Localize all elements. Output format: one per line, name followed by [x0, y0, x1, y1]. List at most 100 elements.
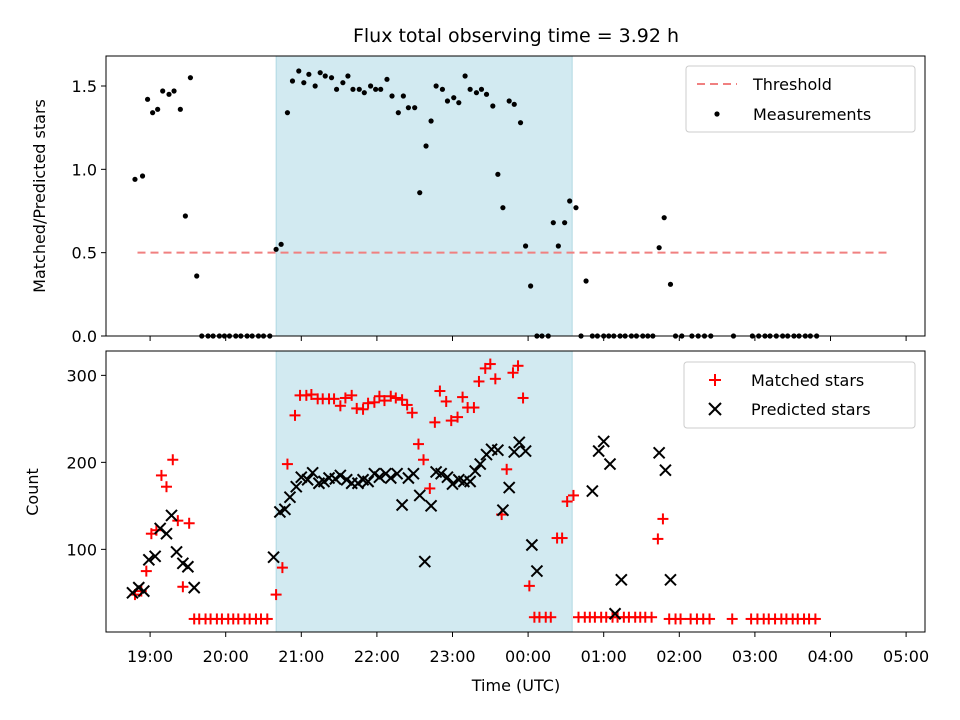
measurement-point — [328, 75, 335, 81]
measurement-point — [478, 86, 485, 92]
matched-stars-point — [270, 589, 282, 601]
measurement-point — [345, 73, 351, 79]
measurement-point — [495, 171, 501, 177]
bottom-y-axis-label: Count — [23, 468, 42, 516]
matched-stars-point — [434, 385, 446, 397]
matched-stars-point — [172, 515, 184, 527]
matched-stars-point — [440, 395, 452, 407]
x-tick-label: 04:00 — [807, 647, 853, 666]
y-tick-label: 100 — [66, 540, 97, 559]
legend-predicted-swatch — [708, 402, 722, 416]
matched-stars-point — [652, 533, 664, 545]
matched-stars-point — [646, 611, 658, 623]
matched-stars-point — [390, 392, 402, 404]
legend-matched-label: Matched stars — [751, 371, 864, 390]
matched-stars-point — [523, 580, 535, 592]
measurement-point — [661, 215, 667, 221]
measurement-point — [511, 101, 517, 107]
matched-stars-point — [334, 400, 346, 412]
measurement-point — [567, 198, 573, 204]
predicted-stars-point — [525, 538, 539, 552]
predicted-stars-point — [290, 480, 303, 493]
matched-stars-point — [809, 613, 821, 625]
predicted-stars-point — [160, 527, 173, 540]
measurement-point — [322, 73, 328, 79]
matched-stars-point — [489, 373, 501, 385]
x-tick-label: 20:00 — [203, 647, 249, 666]
measurement-point — [177, 106, 183, 112]
x-axis-label: Time (UTC) — [471, 676, 560, 695]
measurement-point — [528, 283, 534, 289]
measurement-point — [395, 110, 401, 116]
predicted-stars-points — [126, 435, 677, 620]
measurement-point — [400, 93, 406, 99]
measurement-point — [506, 98, 512, 104]
predicted-stars-point — [283, 490, 297, 504]
top-y-axis-label: Matched/Predicted stars — [30, 99, 49, 293]
measurement-point — [439, 86, 446, 92]
observing-window-shade-top — [275, 55, 573, 337]
predicted-stars-point — [142, 553, 156, 566]
measurement-point — [278, 241, 284, 247]
predicted-stars-point — [267, 550, 280, 564]
measurement-point — [187, 75, 194, 81]
matched-stars-points — [129, 358, 821, 625]
matched-stars-point — [276, 562, 288, 574]
matched-stars-point — [261, 613, 273, 625]
x-tick-label: 00:00 — [505, 647, 551, 666]
measurement-point — [284, 110, 291, 116]
matched-stars-point — [507, 367, 519, 379]
matched-stars-point — [140, 565, 152, 577]
predicted-stars-point — [395, 498, 409, 512]
matched-stars-point — [726, 613, 738, 625]
matched-stars-point — [378, 395, 390, 407]
matched-stars-point — [445, 415, 457, 427]
y-tick-label: 1.5 — [72, 77, 97, 96]
measurement-point — [573, 205, 579, 211]
predicted-stars-point — [384, 471, 397, 485]
measurement-point — [356, 86, 362, 92]
matched-stars-point — [339, 392, 351, 404]
measurement-point — [144, 96, 151, 102]
legend-measurements-label: Measurements — [753, 105, 871, 124]
legend-threshold-label: Threshold — [752, 75, 832, 94]
matched-stars-point — [150, 524, 162, 536]
matched-stars-point — [368, 396, 380, 408]
measurement-point — [428, 118, 434, 124]
measurement-point — [562, 220, 568, 226]
matched-stars-point — [418, 454, 430, 466]
measurement-points — [132, 68, 820, 339]
predicted-stars-point — [413, 489, 426, 502]
measurement-point — [333, 86, 340, 92]
measurement-point — [389, 93, 395, 99]
predicted-stars-point — [390, 467, 404, 480]
bottom-axes-frame — [105, 350, 926, 633]
matched-stars-point — [556, 532, 568, 544]
matched-stars-point — [545, 611, 557, 623]
predicted-stars-point — [434, 467, 448, 480]
matched-stars-point — [675, 613, 687, 625]
measurement-point — [289, 78, 296, 84]
measurement-point — [467, 86, 473, 92]
x-tick-label: 22:00 — [354, 647, 400, 666]
matched-stars-point — [406, 407, 418, 419]
matched-stars-point — [401, 399, 413, 411]
measurement-point — [182, 213, 188, 219]
predicted-stars-point — [407, 467, 420, 480]
predicted-stars-point — [474, 457, 487, 471]
measurement-point — [306, 71, 312, 77]
measurement-point — [368, 83, 374, 89]
matched-stars-point — [561, 496, 573, 508]
top-y-ticks: 0.0 0.5 1.0 1.5 — [72, 77, 106, 346]
measurement-point — [405, 105, 411, 111]
measurement-point — [583, 278, 589, 284]
measurement-point — [490, 103, 496, 109]
matched-stars-point — [183, 517, 195, 529]
x-tick-label: 01:00 — [581, 647, 627, 666]
matched-stars-point — [457, 391, 469, 403]
top-legend: Threshold Measurements — [685, 65, 916, 133]
measurement-point — [550, 220, 556, 226]
matched-stars-point — [305, 388, 317, 400]
measurement-point — [139, 173, 146, 179]
